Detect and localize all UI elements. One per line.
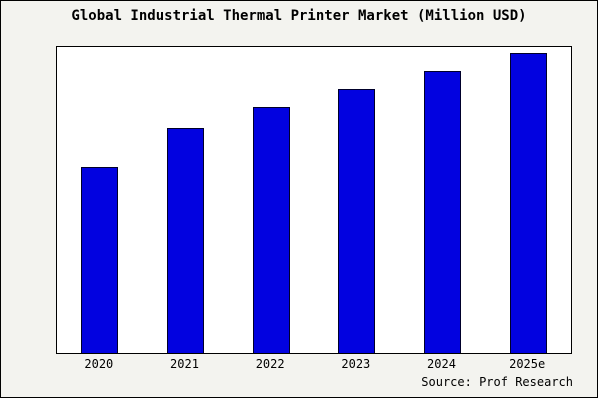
x-tick-2020: 2020	[84, 357, 114, 371]
bar-2023	[338, 89, 375, 353]
chart-title: Global Industrial Thermal Printer Market…	[71, 8, 527, 24]
x-axis-labels: 2020 2021 2022 2023 2024 2025e	[56, 357, 572, 373]
bar-2025e	[510, 53, 547, 353]
bar-2024	[424, 71, 461, 353]
x-tick-2025e: 2025e	[509, 357, 546, 371]
x-tick-2022: 2022	[255, 357, 285, 371]
x-tick-2021: 2021	[170, 357, 199, 371]
bar-2022	[253, 107, 290, 353]
source-text: Source: Prof Research	[421, 375, 573, 389]
bar-2020	[81, 167, 118, 353]
bar-2021	[167, 128, 204, 353]
plot-area	[56, 46, 572, 354]
x-tick-2024: 2024	[427, 357, 456, 371]
x-tick-2023: 2023	[341, 357, 371, 371]
